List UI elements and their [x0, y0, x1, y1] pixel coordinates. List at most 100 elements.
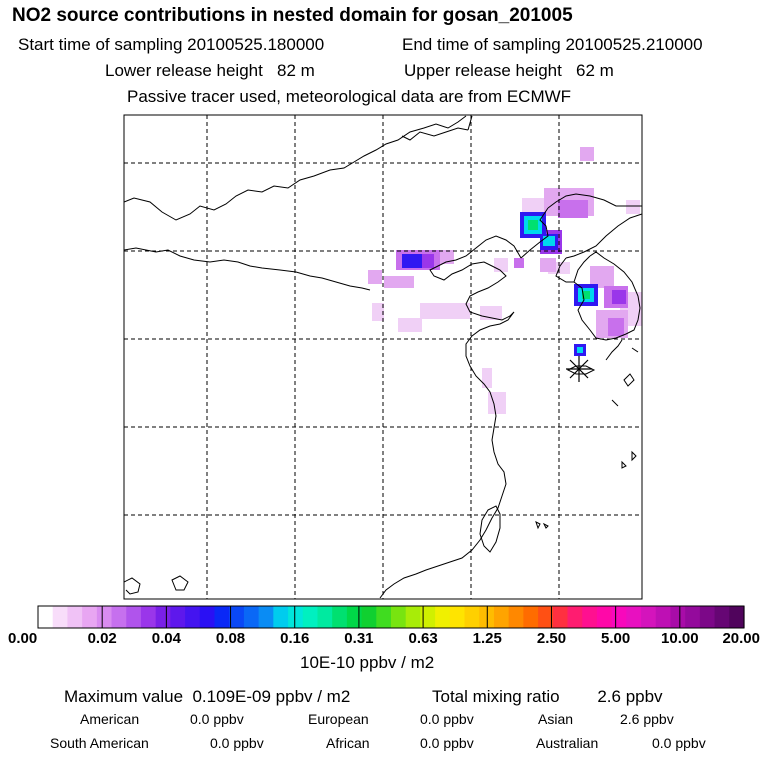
african-label: African [326, 735, 370, 751]
coastline [479, 505, 501, 553]
graticule [124, 115, 642, 599]
colorbar-swatch [111, 606, 127, 628]
plume-cell [582, 291, 590, 299]
colorbar-swatch [405, 606, 422, 628]
american-value: 0.0 ppbv [190, 711, 244, 727]
colorbar-swatch [391, 606, 407, 628]
map-panel [124, 115, 642, 599]
colorbar-swatch [96, 606, 113, 628]
coastline [542, 522, 549, 529]
colorbar-swatch [243, 606, 260, 628]
coastline [379, 235, 522, 599]
plume-cell [402, 254, 422, 268]
colorbar-label: 2.50 [536, 630, 567, 647]
colorbar-swatch [493, 606, 510, 628]
colorbar-swatch [435, 606, 451, 628]
plume-cell [558, 200, 588, 218]
end-time-label: End time of sampling 20100525.210000 [402, 35, 703, 54]
european-value: 0.0 ppbv [420, 711, 474, 727]
plume-cell [590, 266, 614, 288]
colorbar-swatch [508, 606, 524, 628]
plume-cell [494, 258, 508, 272]
plume-cell [580, 147, 594, 161]
coastline [565, 213, 642, 259]
colorbar-swatch [523, 606, 539, 628]
colorbar-swatch [626, 606, 642, 628]
colorbar-label: 0.31 [344, 630, 374, 647]
asian-label: Asian [538, 711, 574, 727]
coastline [623, 373, 635, 387]
colorbar-swatch [582, 606, 598, 628]
south-american-value: 0.0 ppbv [210, 735, 264, 751]
plume-cell [528, 220, 538, 230]
colorbar-swatch [538, 606, 554, 628]
colorbar-swatch [641, 606, 657, 628]
coastline-layer [124, 115, 642, 599]
african-value: 0.0 ppbv [420, 735, 474, 751]
colorbar-swatch [699, 606, 716, 628]
colorbar-label: 0.00 [8, 630, 38, 647]
plume-cell [608, 318, 624, 336]
colorbar-swatch [729, 606, 745, 628]
colorbar-label: 20.00 [722, 630, 760, 647]
asian-value: 2.6 ppbv [620, 711, 674, 727]
plume-cell [420, 303, 470, 319]
coastline [573, 251, 641, 341]
colorbar-label: 10.00 [661, 630, 699, 647]
start-time-label: Start time of sampling 20100525.180000 [18, 35, 325, 54]
lower-release-label: Lower release height 82 m [105, 61, 315, 80]
colorbar-swatch [449, 606, 466, 628]
colorbar-swatch [302, 606, 319, 628]
coastline [171, 575, 189, 591]
total-mixing-line: Total mixing ratio 2.6 ppbv [432, 687, 663, 706]
european-label: European [308, 711, 369, 727]
coastline [124, 577, 141, 595]
colorbar-swatch [655, 606, 672, 628]
max-value-line: Maximum value 0.109E-09 ppbv / m2 [64, 687, 351, 706]
plume-cell [438, 250, 454, 264]
colorbar-swatch [67, 606, 83, 628]
colorbar-swatch [82, 606, 98, 628]
colorbar-swatch [552, 606, 569, 628]
colorbar-label: 0.63 [408, 630, 438, 647]
colorbar-swatch [38, 606, 54, 628]
colorbar-label: 0.08 [215, 630, 246, 647]
colorbar-label: 0.16 [280, 630, 310, 647]
american-label: American [80, 711, 140, 727]
coastline [520, 207, 549, 259]
coastline [605, 339, 623, 361]
colorbar-swatch [714, 606, 730, 628]
colorbar-swatch [140, 606, 157, 628]
colorbar-label: 5.00 [601, 630, 631, 647]
tracer-note: Passive tracer used, meteorological data… [127, 87, 572, 106]
colorbar-swatch [567, 606, 583, 628]
plot-title: NO2 source contributions in nested domai… [12, 5, 573, 26]
plume-cell [368, 270, 382, 284]
coastline [401, 127, 469, 141]
coastline [573, 255, 591, 283]
colorbar-swatch [361, 606, 377, 628]
colorbar-frame [37, 605, 745, 629]
colorbar-swatch [155, 606, 171, 628]
coastline [621, 460, 627, 469]
receptor-star-icon [566, 356, 592, 382]
colorbar-swatch [288, 606, 304, 628]
colorbar-swatch [332, 606, 348, 628]
coastline [535, 521, 541, 530]
coastline [631, 450, 637, 462]
plume-cell [488, 392, 506, 414]
upper-release-label: Upper release height 62 m [404, 61, 614, 80]
australian-value: 0.0 ppbv [652, 735, 706, 751]
colorbar-swatch [273, 606, 289, 628]
plume-cell [384, 276, 414, 288]
colorbar-swatch [670, 606, 686, 628]
colorbar-swatch [185, 606, 201, 628]
plume-cell [514, 258, 524, 268]
colorbar-swatch [52, 606, 69, 628]
colorbar-swatch [258, 606, 274, 628]
colorbar-swatch [126, 606, 142, 628]
map-frame [123, 114, 643, 600]
colorbar-units: 10E-10 ppbv / m2 [300, 653, 435, 672]
coastline [124, 247, 371, 291]
